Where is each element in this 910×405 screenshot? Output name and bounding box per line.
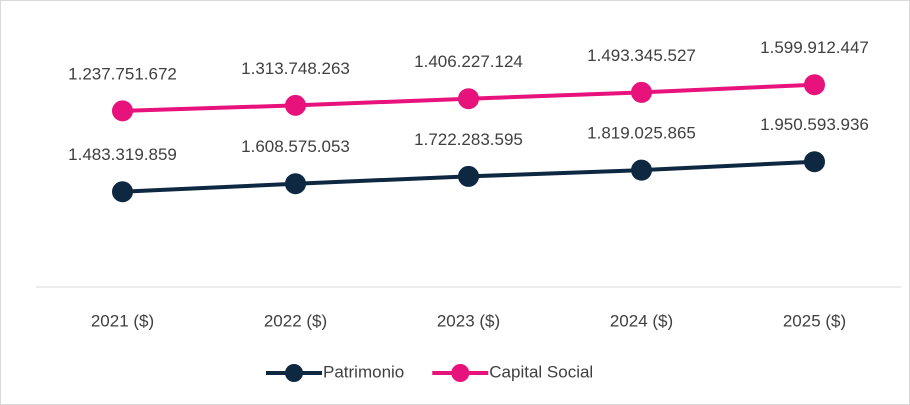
data-point [285,173,306,195]
data-point [631,81,652,103]
data-point [631,159,652,181]
data-point [112,181,133,203]
data-label: 1.237.751.672 [68,64,177,83]
data-label: 1.493.345.527 [587,46,696,65]
x-tick-label: 2024 ($) [610,311,673,330]
data-point [804,74,825,96]
legend-marker [451,364,470,382]
legend-label: Patrimonio [323,362,404,381]
data-label: 1.483.319.859 [68,145,177,164]
data-label: 1.406.227.124 [414,52,523,71]
data-point [285,94,306,116]
x-tick-label: 2021 ($) [91,311,154,330]
legend-label: Capital Social [489,362,593,381]
data-label: 1.608.575.053 [241,137,350,156]
x-tick-label: 2022 ($) [264,311,327,330]
data-point [458,88,479,110]
data-label: 1.819.025.865 [587,124,696,143]
data-point [112,100,133,122]
data-label: 1.950.593.936 [760,115,869,134]
legend-marker [285,364,303,382]
x-tick-label: 2023 ($) [437,311,500,330]
x-tick-label: 2025 ($) [783,311,846,330]
data-label: 1.722.283.595 [414,130,523,149]
data-point [458,165,479,187]
data-label: 1.313.748.263 [241,59,350,78]
data-point [804,151,825,173]
data-label: 1.599.912.447 [760,38,869,57]
